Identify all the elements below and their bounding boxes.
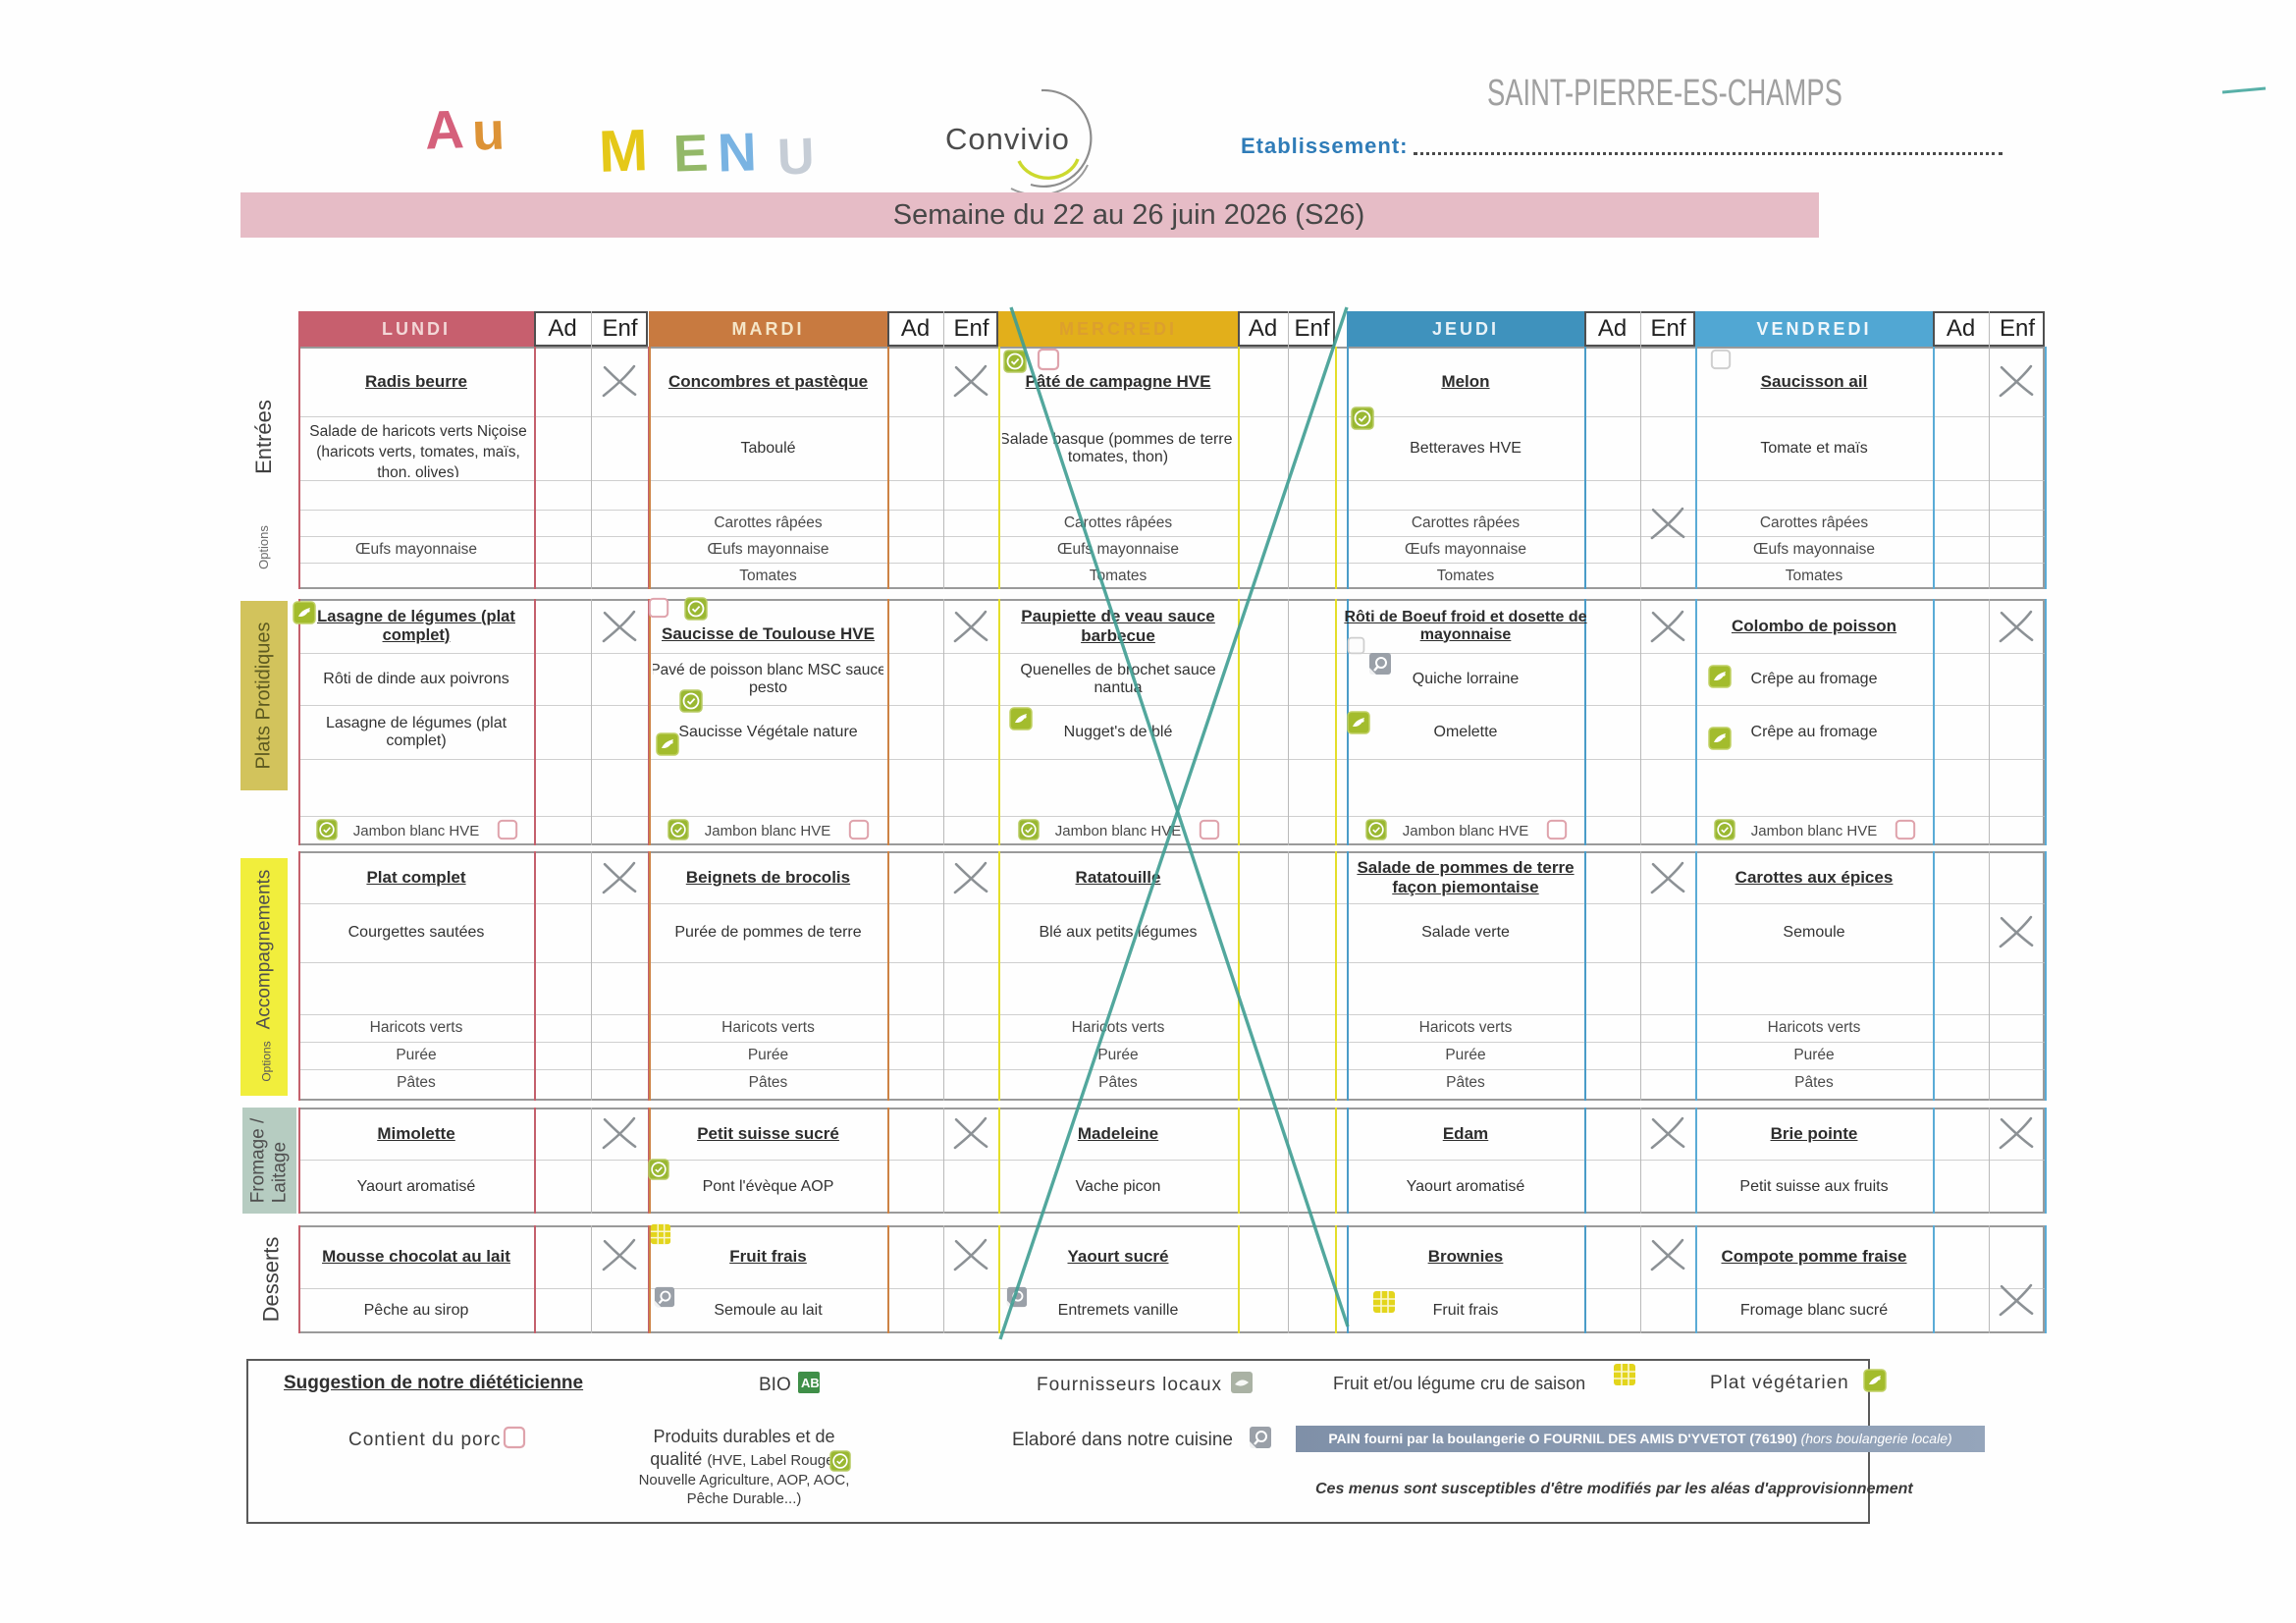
svg-text:AB: AB [801,1376,820,1390]
svg-text:Convivio: Convivio [945,122,1070,156]
